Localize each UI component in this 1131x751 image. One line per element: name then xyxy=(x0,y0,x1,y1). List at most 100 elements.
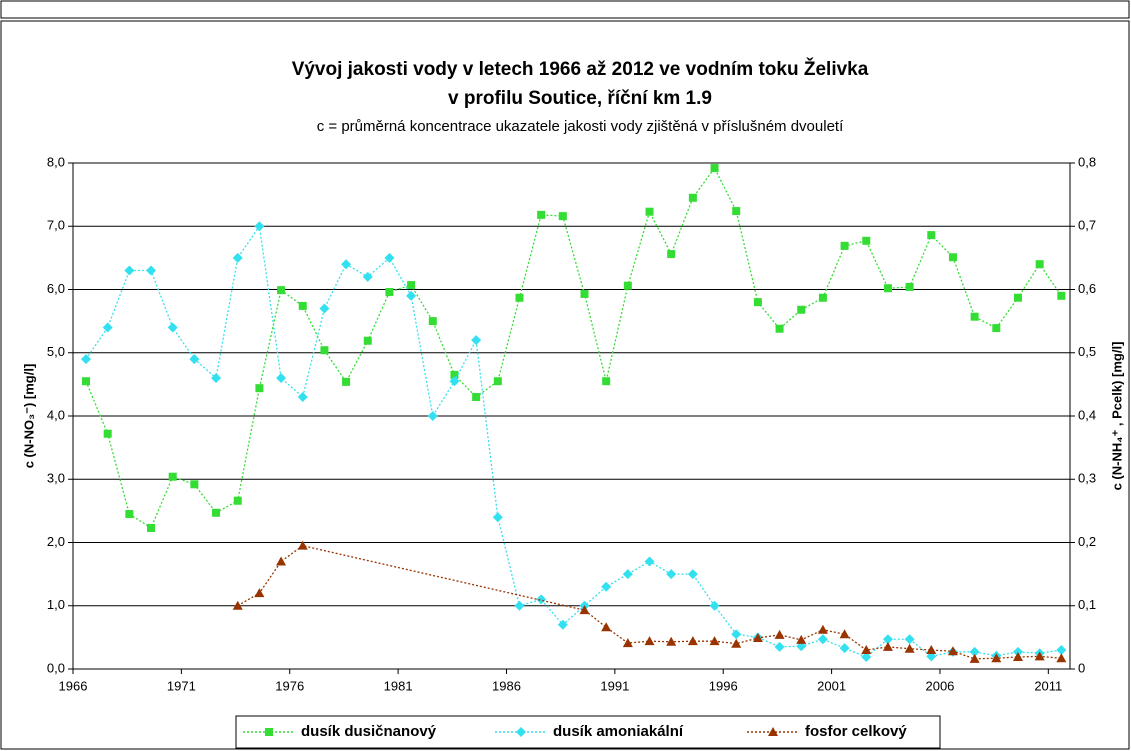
data-point xyxy=(840,241,849,250)
data-point xyxy=(232,252,243,263)
data-point xyxy=(796,634,807,644)
data-point xyxy=(254,221,265,232)
data-point xyxy=(297,540,308,550)
data-point xyxy=(277,286,286,295)
data-point xyxy=(710,164,719,173)
data-point xyxy=(839,643,850,654)
data-point xyxy=(212,508,221,517)
data-point xyxy=(622,569,633,580)
data-point xyxy=(1012,651,1023,661)
data-point xyxy=(817,624,828,634)
x-tick-label: 1976 xyxy=(275,678,304,693)
y-tick-label: 7,0 xyxy=(47,218,65,233)
data-point xyxy=(341,259,352,270)
data-point xyxy=(752,633,763,643)
plot-area xyxy=(72,162,1071,670)
legend-marker xyxy=(768,727,778,736)
data-point xyxy=(861,645,872,655)
data-point xyxy=(688,193,697,202)
y2-tick-label: 0,1 xyxy=(1078,597,1096,612)
y2-tick-label: 0,4 xyxy=(1078,407,1096,422)
legend-box xyxy=(235,715,941,749)
data-point xyxy=(904,634,915,645)
data-point xyxy=(536,594,547,605)
data-point xyxy=(514,600,525,611)
data-point xyxy=(882,641,893,651)
data-point xyxy=(731,638,742,648)
data-point xyxy=(926,645,937,655)
data-point xyxy=(254,588,265,598)
data-point xyxy=(969,646,980,657)
data-point xyxy=(666,569,677,580)
data-point xyxy=(774,641,785,652)
data-point xyxy=(644,636,655,646)
data-point xyxy=(276,556,287,566)
data-point xyxy=(298,301,307,310)
chart-title: Vývoj jakosti vody v letech 1966 až 2012… xyxy=(292,58,869,80)
data-point xyxy=(709,600,720,611)
data-point xyxy=(602,377,611,386)
data-point xyxy=(731,629,742,640)
data-point xyxy=(384,252,395,263)
data-point xyxy=(125,510,134,519)
data-point xyxy=(407,281,416,290)
data-point xyxy=(601,622,612,632)
data-point xyxy=(1035,260,1044,269)
data-point xyxy=(492,512,503,523)
top-frame xyxy=(0,0,1130,19)
y2-tick-label: 0,3 xyxy=(1078,471,1096,486)
data-point xyxy=(687,569,698,580)
data-point xyxy=(320,346,329,355)
data-point xyxy=(450,370,459,379)
data-point xyxy=(232,600,243,610)
series-line xyxy=(85,224,1062,658)
data-point xyxy=(558,212,567,221)
data-point xyxy=(472,393,481,402)
data-point xyxy=(991,653,1002,663)
data-point xyxy=(189,354,200,365)
data-point xyxy=(818,293,827,302)
data-point xyxy=(1057,291,1066,300)
y-tick-label: 2,0 xyxy=(47,534,65,549)
data-point xyxy=(753,298,762,307)
data-point xyxy=(905,282,914,291)
chart-subtitle: c = průměrná koncentrace ukazatele jakos… xyxy=(317,118,844,135)
data-point xyxy=(211,373,222,384)
data-point xyxy=(839,629,850,639)
data-point xyxy=(276,373,287,384)
y2-tick-label: 0 xyxy=(1078,660,1085,675)
data-point xyxy=(687,636,698,646)
data-point xyxy=(167,322,178,333)
data-point xyxy=(992,324,1001,333)
legend-marker xyxy=(265,728,273,736)
data-point xyxy=(797,305,806,314)
data-point xyxy=(342,377,351,386)
data-point xyxy=(427,411,438,421)
chart-frame xyxy=(0,20,1130,750)
legend-marker xyxy=(516,727,526,737)
x-tick-label: 1966 xyxy=(59,678,88,693)
x-tick-label: 1981 xyxy=(384,678,413,693)
data-point xyxy=(775,324,784,333)
data-point xyxy=(970,312,979,321)
data-point xyxy=(667,250,676,259)
data-point xyxy=(862,236,871,245)
data-point xyxy=(623,281,632,290)
data-point xyxy=(1056,653,1067,663)
data-point xyxy=(449,376,460,387)
x-tick-label: 1996 xyxy=(709,678,738,693)
data-point xyxy=(948,253,957,262)
data-point xyxy=(493,377,502,386)
data-point xyxy=(861,651,872,662)
data-point xyxy=(882,634,893,645)
data-point xyxy=(580,289,589,298)
y-axis-label: c (N-NO₃⁻) [mg/l] xyxy=(21,364,36,469)
data-point xyxy=(190,480,199,489)
data-point xyxy=(168,472,177,481)
data-point xyxy=(622,638,633,648)
data-point xyxy=(645,207,654,216)
legend-label: dusík dusičnanový xyxy=(301,723,437,740)
data-point xyxy=(147,523,156,532)
y-tick-label: 1,0 xyxy=(47,597,65,612)
data-point xyxy=(362,271,373,282)
